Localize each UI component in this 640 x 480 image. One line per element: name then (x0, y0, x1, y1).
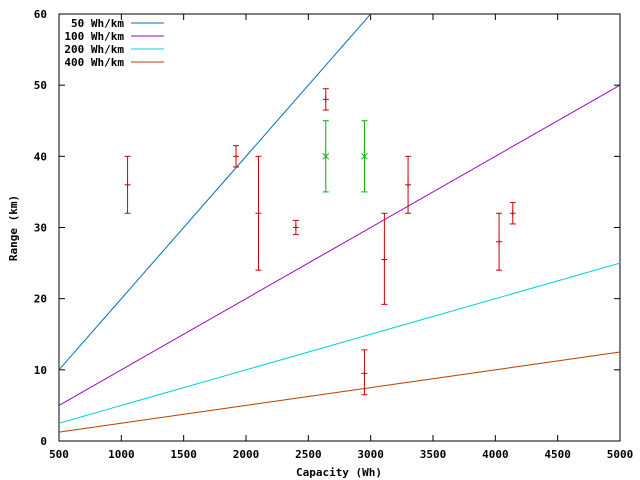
x-tick-label: 3500 (420, 448, 447, 461)
x-axis-label: Capacity (Wh) (296, 466, 382, 479)
y-tick-label: 30 (34, 222, 47, 235)
legend-label: 50 Wh/km (71, 17, 124, 30)
x-tick-label: 3000 (357, 448, 384, 461)
x-tick-label: 4000 (482, 448, 509, 461)
error-bar-point (322, 120, 330, 193)
y-tick-label: 20 (34, 293, 47, 306)
error-bar-point (255, 155, 262, 271)
legend-label: 200 Wh/km (64, 43, 124, 56)
data-point-marker (322, 152, 330, 160)
y-tick-label: 0 (40, 435, 47, 448)
error-bar-point (361, 349, 368, 396)
x-tick-label: 1000 (108, 448, 135, 461)
error-bar-point (233, 145, 240, 168)
legend-label: 400 Wh/km (64, 56, 124, 69)
x-tick-label: 4500 (544, 448, 571, 461)
y-tick-label: 50 (34, 79, 47, 92)
error-bar-point (292, 219, 299, 236)
series-line-2 (59, 262, 620, 424)
x-tick-label: 2500 (295, 448, 322, 461)
series-line-0 (59, 14, 372, 371)
error-bar-point (509, 202, 516, 225)
series-line-3 (59, 351, 620, 433)
y-tick-label: 10 (34, 364, 47, 377)
error-bar-series (124, 88, 516, 396)
x-tick-label: 2000 (233, 448, 260, 461)
data-point-marker (361, 152, 368, 160)
error-bar-point (381, 212, 388, 305)
legend-label: 100 Wh/km (64, 30, 124, 43)
x-axis-ticks: 500 1000 1500 2000 2500 3000 3500 4000 4500 5000 (49, 14, 633, 461)
error-bar-point (496, 212, 503, 271)
x-tick-label: 1500 (170, 448, 197, 461)
series-line-1 (59, 84, 620, 406)
error-bar-point (405, 155, 412, 214)
error-bar-point (124, 155, 131, 214)
error-bar-point (361, 120, 368, 193)
y-axis-label: Range (km) (7, 195, 20, 261)
x-tick-label: 5000 (607, 448, 634, 461)
x-tick-label: 500 (49, 448, 69, 461)
plot-frame (58, 13, 621, 442)
y-tick-label: 40 (34, 150, 47, 163)
y-axis-ticks: 0 10 20 30 40 50 60 (34, 8, 620, 448)
series-lines (59, 14, 620, 433)
error-bar-point (322, 88, 329, 111)
y-tick-label: 60 (34, 8, 47, 21)
